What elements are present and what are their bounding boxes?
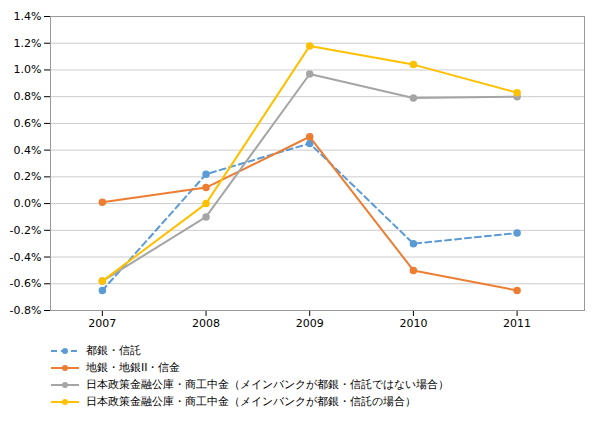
svg-text:-0.2%: -0.2%	[10, 224, 42, 237]
svg-text:0.8%: 0.8%	[14, 90, 42, 103]
html-text:日本政策金融公庫・商工中金（メインバンクが都銀・信託ではない: 日本政策金融公庫・商工中金（メインバンクが都銀・信託ではない場合）	[86, 377, 449, 391]
svg-text:-0.4%: -0.4%	[10, 251, 42, 264]
svg-text:0.4%: 0.4%	[14, 144, 42, 157]
svg-text:2011: 2011	[503, 317, 531, 330]
svg-text:1.0%: 1.0%	[14, 63, 42, 76]
svg-text:0.2%: 0.2%	[14, 170, 42, 183]
html-text:地銀・地銀II・信金: 地銀・地銀II・信金	[86, 360, 181, 374]
svg-text:0.6%: 0.6%	[14, 117, 42, 130]
svg-text:2010: 2010	[399, 317, 427, 330]
svg-text:2009: 2009	[296, 317, 324, 330]
svg-text:1.2%: 1.2%	[14, 37, 42, 50]
svg-text:1.4%: 1.4%	[14, 10, 42, 23]
svg-text:0.0%: 0.0%	[14, 197, 42, 210]
svg-text:-0.8%: -0.8%	[10, 304, 42, 317]
html-text:都銀・信託: 都銀・信託	[86, 344, 141, 357]
svg-text:2007: 2007	[88, 317, 116, 330]
svg-text:2008: 2008	[192, 317, 220, 330]
svg-text:-0.6%: -0.6%	[10, 277, 42, 290]
html-text:日本政策金融公庫・商工中金（メインバンクが都銀・信託の場合）: 日本政策金融公庫・商工中金（メインバンクが都銀・信託の場合）	[86, 394, 416, 408]
